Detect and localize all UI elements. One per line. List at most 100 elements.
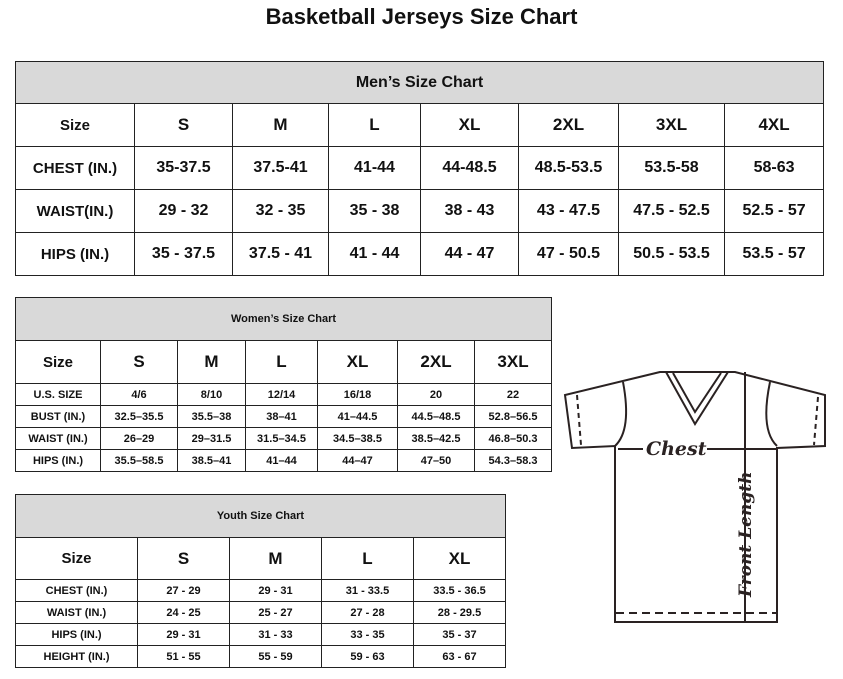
row-label: WAIST (IN.)	[15, 427, 101, 450]
row-label: HIPS (IN.)	[15, 623, 138, 646]
measurement-cell: 31 - 33	[229, 623, 322, 646]
table-row: CHEST (IN.) 27 - 29 29 - 31 31 - 33.5 33.5 -…	[15, 579, 506, 602]
header-row: Size S M L XL 2XL 3XL	[15, 340, 553, 384]
measurement-cell: 50.5 - 53.5	[618, 232, 725, 276]
chest-label: Chest	[646, 438, 707, 460]
armhole-left	[614, 381, 628, 447]
measurement-cell: 24 - 25	[137, 601, 230, 624]
row-label: WAIST(IN.)	[15, 189, 135, 233]
front-length-label: Front Length	[736, 472, 756, 598]
measurement-cell: 34.5–38.5	[317, 427, 398, 450]
measurement-cell: 22	[473, 383, 553, 406]
measurement-cell: 59 - 63	[321, 645, 414, 668]
shirt-outline	[563, 371, 826, 623]
measurement-cell: 47 - 50.5	[518, 232, 619, 276]
measurement-cell: 29 - 31	[229, 579, 322, 602]
measurement-cell: 51 - 55	[137, 645, 230, 668]
size-header: 3XL	[618, 103, 725, 147]
measurement-cell: 32.5–35.5	[100, 405, 178, 428]
row-label: HIPS (IN.)	[15, 232, 135, 276]
size-header: S	[137, 537, 230, 580]
size-header: 2XL	[518, 103, 619, 147]
measurement-cell: 38 - 43	[420, 189, 519, 233]
measurement-cell: 44.5–48.5	[397, 405, 475, 428]
measurement-cell: 52.8–56.5	[473, 405, 553, 428]
measurement-cell: 41 - 44	[328, 232, 421, 276]
measurement-cell: 35 - 38	[328, 189, 421, 233]
size-label: Size	[15, 537, 138, 580]
measurement-cell: 20	[397, 383, 475, 406]
row-label: BUST (IN.)	[15, 405, 101, 428]
measurement-cell: 54.3–58.3	[473, 449, 553, 472]
row-label: CHEST (IN.)	[15, 579, 138, 602]
measurement-cell: 31.5–34.5	[245, 427, 318, 450]
size-label: Size	[15, 340, 101, 384]
measurement-cell: 37.5 - 41	[232, 232, 329, 276]
measurement-cell: 35 - 37.5	[134, 232, 233, 276]
measurement-cell: 16/18	[317, 383, 398, 406]
size-header: XL	[317, 340, 398, 384]
size-header: S	[100, 340, 178, 384]
table-row: CHEST (IN.) 35-37.5 37.5-41 41-44 44-48.5 48.…	[15, 146, 825, 190]
men-caption: Men’s Size Chart	[14, 61, 825, 104]
measurement-cell: 32 - 35	[232, 189, 329, 233]
measurement-cell: 41-44	[328, 146, 421, 190]
sleeve-hem-right	[813, 396, 819, 446]
measurement-cell: 41–44.5	[317, 405, 398, 428]
page-title: Basketball Jerseys Size Chart	[265, 4, 578, 29]
measurement-cell: 29 - 32	[134, 189, 233, 233]
womens-size-table: Women’s Size Chart Size S M L XL 2XL 3XL U.S. SI…	[14, 297, 553, 472]
size-header: 3XL	[473, 340, 553, 384]
measurement-cell: 58-63	[723, 146, 825, 190]
table-row: WAIST (IN.) 24 - 25 25 - 27 27 - 28 28 - 29.…	[15, 601, 506, 624]
mens-size-table: Men’s Size Chart Size S M L XL 2XL 3XL 4XL CHEST …	[14, 61, 825, 276]
size-header: L	[328, 103, 421, 147]
table-row: HIPS (IN.) 35.5–58.5 38.5–41 41–44 44–47 47–5…	[15, 449, 553, 472]
measurement-cell: 53.5 - 57	[723, 232, 825, 276]
measurement-cell: 29–31.5	[177, 427, 246, 450]
measurement-cell: 48.5-53.5	[518, 146, 619, 190]
collar	[665, 371, 729, 426]
women-caption: Women’s Size Chart	[14, 297, 553, 341]
youth-caption: Youth Size Chart	[15, 494, 506, 538]
measurement-cell: 37.5-41	[232, 146, 329, 190]
measurement-cell: 38–41	[245, 405, 318, 428]
size-header: 4XL	[723, 103, 825, 147]
youth-size-table: Youth Size Chart Size S M L XL CHEST (IN.) 27 -…	[15, 494, 506, 668]
measurement-cell: 38.5–41	[177, 449, 246, 472]
measurement-cell: 35 - 37	[413, 623, 506, 646]
measurement-cell: 35.5–38	[177, 405, 246, 428]
measurement-cell: 46.8–50.3	[473, 427, 553, 450]
measurement-cell: 47–50	[397, 449, 475, 472]
measurement-cell: 43 - 47.5	[518, 189, 619, 233]
size-header: M	[232, 103, 329, 147]
measurement-cell: 33 - 35	[321, 623, 414, 646]
measurement-cell: 44-48.5	[420, 146, 519, 190]
row-label: U.S. SIZE	[15, 383, 101, 406]
measurement-cell: 27 - 28	[321, 601, 414, 624]
size-header: M	[229, 537, 322, 580]
measurement-cell: 55 - 59	[229, 645, 322, 668]
size-header: XL	[413, 537, 506, 580]
size-label: Size	[15, 103, 135, 147]
table-row: HIPS (IN.) 35 - 37.5 37.5 - 41 41 - 44 44 - …	[15, 232, 825, 276]
measurement-cell: 33.5 - 36.5	[413, 579, 506, 602]
measurement-cell: 28 - 29.5	[413, 601, 506, 624]
table-row: HEIGHT (IN.) 51 - 55 55 - 59 59 - 63 63 - 67	[15, 645, 506, 668]
measurement-cell: 35-37.5	[134, 146, 233, 190]
row-label: WAIST (IN.)	[15, 601, 138, 624]
header-row: Size S M L XL 2XL 3XL 4XL	[15, 103, 825, 147]
table-row: WAIST (IN.) 26–29 29–31.5 31.5–34.5 34.5–38.…	[15, 427, 553, 450]
measurement-cell: 4/6	[100, 383, 178, 406]
measurement-cell: 35.5–58.5	[100, 449, 178, 472]
measurement-cell: 8/10	[177, 383, 246, 406]
table-row: U.S. SIZE 4/6 8/10 12/14 16/18 20 22	[15, 383, 553, 406]
size-header: M	[177, 340, 246, 384]
sleeve-hem-left	[576, 394, 582, 446]
measurement-cell: 12/14	[245, 383, 318, 406]
measurement-cell: 63 - 67	[413, 645, 506, 668]
size-header: XL	[420, 103, 519, 147]
size-header: L	[321, 537, 414, 580]
measurement-cell: 44–47	[317, 449, 398, 472]
